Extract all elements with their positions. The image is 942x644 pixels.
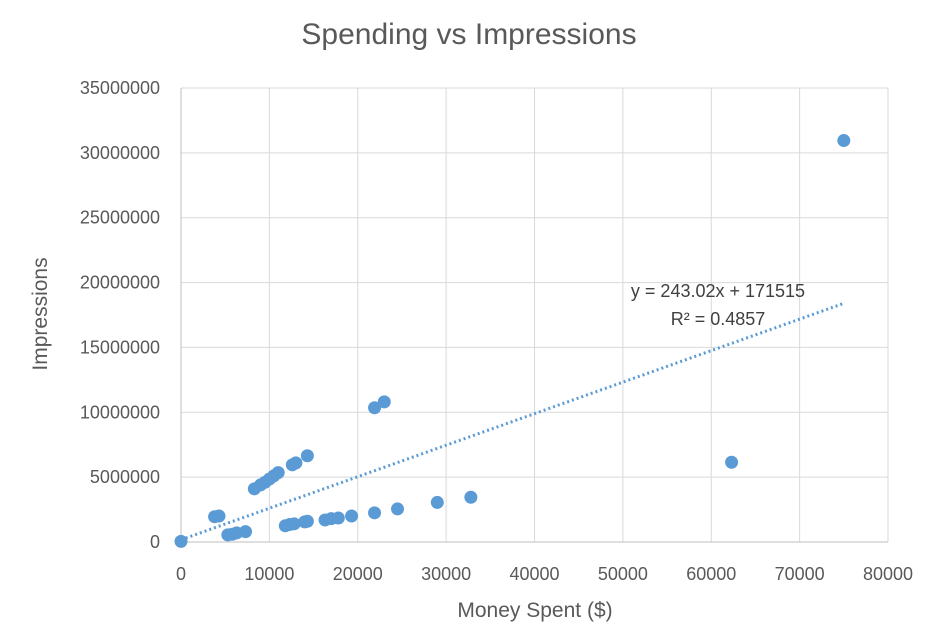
chart-title: Spending vs Impressions bbox=[301, 18, 636, 51]
data-point bbox=[271, 466, 285, 480]
y-tick-label: 5000000 bbox=[90, 467, 160, 487]
data-point bbox=[368, 401, 382, 415]
x-tick-label: 40000 bbox=[509, 564, 559, 584]
data-point bbox=[725, 455, 739, 469]
data-point bbox=[345, 509, 359, 523]
x-tick-label: 60000 bbox=[686, 564, 736, 584]
y-tick-label: 10000000 bbox=[80, 402, 160, 422]
trendline bbox=[180, 301, 845, 542]
y-tick-label: 35000000 bbox=[80, 78, 160, 98]
data-point bbox=[174, 534, 188, 548]
data-point bbox=[289, 456, 303, 470]
y-tick-label: 15000000 bbox=[80, 337, 160, 357]
y-tick-label: 25000000 bbox=[80, 208, 160, 228]
data-point bbox=[300, 449, 314, 463]
x-tick-label: 0 bbox=[176, 564, 186, 584]
y-axis-title: Impressions bbox=[29, 257, 52, 370]
data-point bbox=[430, 495, 444, 509]
data-point bbox=[377, 395, 391, 409]
data-point bbox=[331, 511, 345, 525]
trendline-r-squared: R² = 0.4857 bbox=[671, 309, 766, 329]
x-tick-label: 80000 bbox=[863, 564, 913, 584]
trendline-equation: y = 243.02x + 171515 bbox=[631, 281, 805, 301]
data-point bbox=[464, 490, 478, 504]
data-points bbox=[174, 134, 851, 548]
data-point bbox=[300, 514, 314, 528]
tick-labels: 0 5000000 10000000 15000000 20000000 25000000… bbox=[80, 78, 913, 584]
x-tick-label: 30000 bbox=[421, 564, 471, 584]
y-tick-label: 30000000 bbox=[80, 143, 160, 163]
gridlines bbox=[181, 87, 889, 542]
x-tick-label: 20000 bbox=[333, 564, 383, 584]
data-point bbox=[287, 517, 301, 531]
data-point bbox=[391, 502, 405, 516]
axes bbox=[180, 88, 888, 543]
data-point bbox=[368, 506, 382, 520]
data-point bbox=[837, 134, 851, 148]
data-point bbox=[239, 525, 253, 539]
y-tick-label: 0 bbox=[150, 532, 160, 552]
x-tick-label: 50000 bbox=[598, 564, 648, 584]
x-axis-title: Money Spent ($) bbox=[457, 599, 612, 622]
x-tick-label: 10000 bbox=[244, 564, 294, 584]
x-tick-label: 70000 bbox=[775, 564, 825, 584]
y-tick-label: 20000000 bbox=[80, 273, 160, 293]
data-point bbox=[212, 509, 226, 523]
